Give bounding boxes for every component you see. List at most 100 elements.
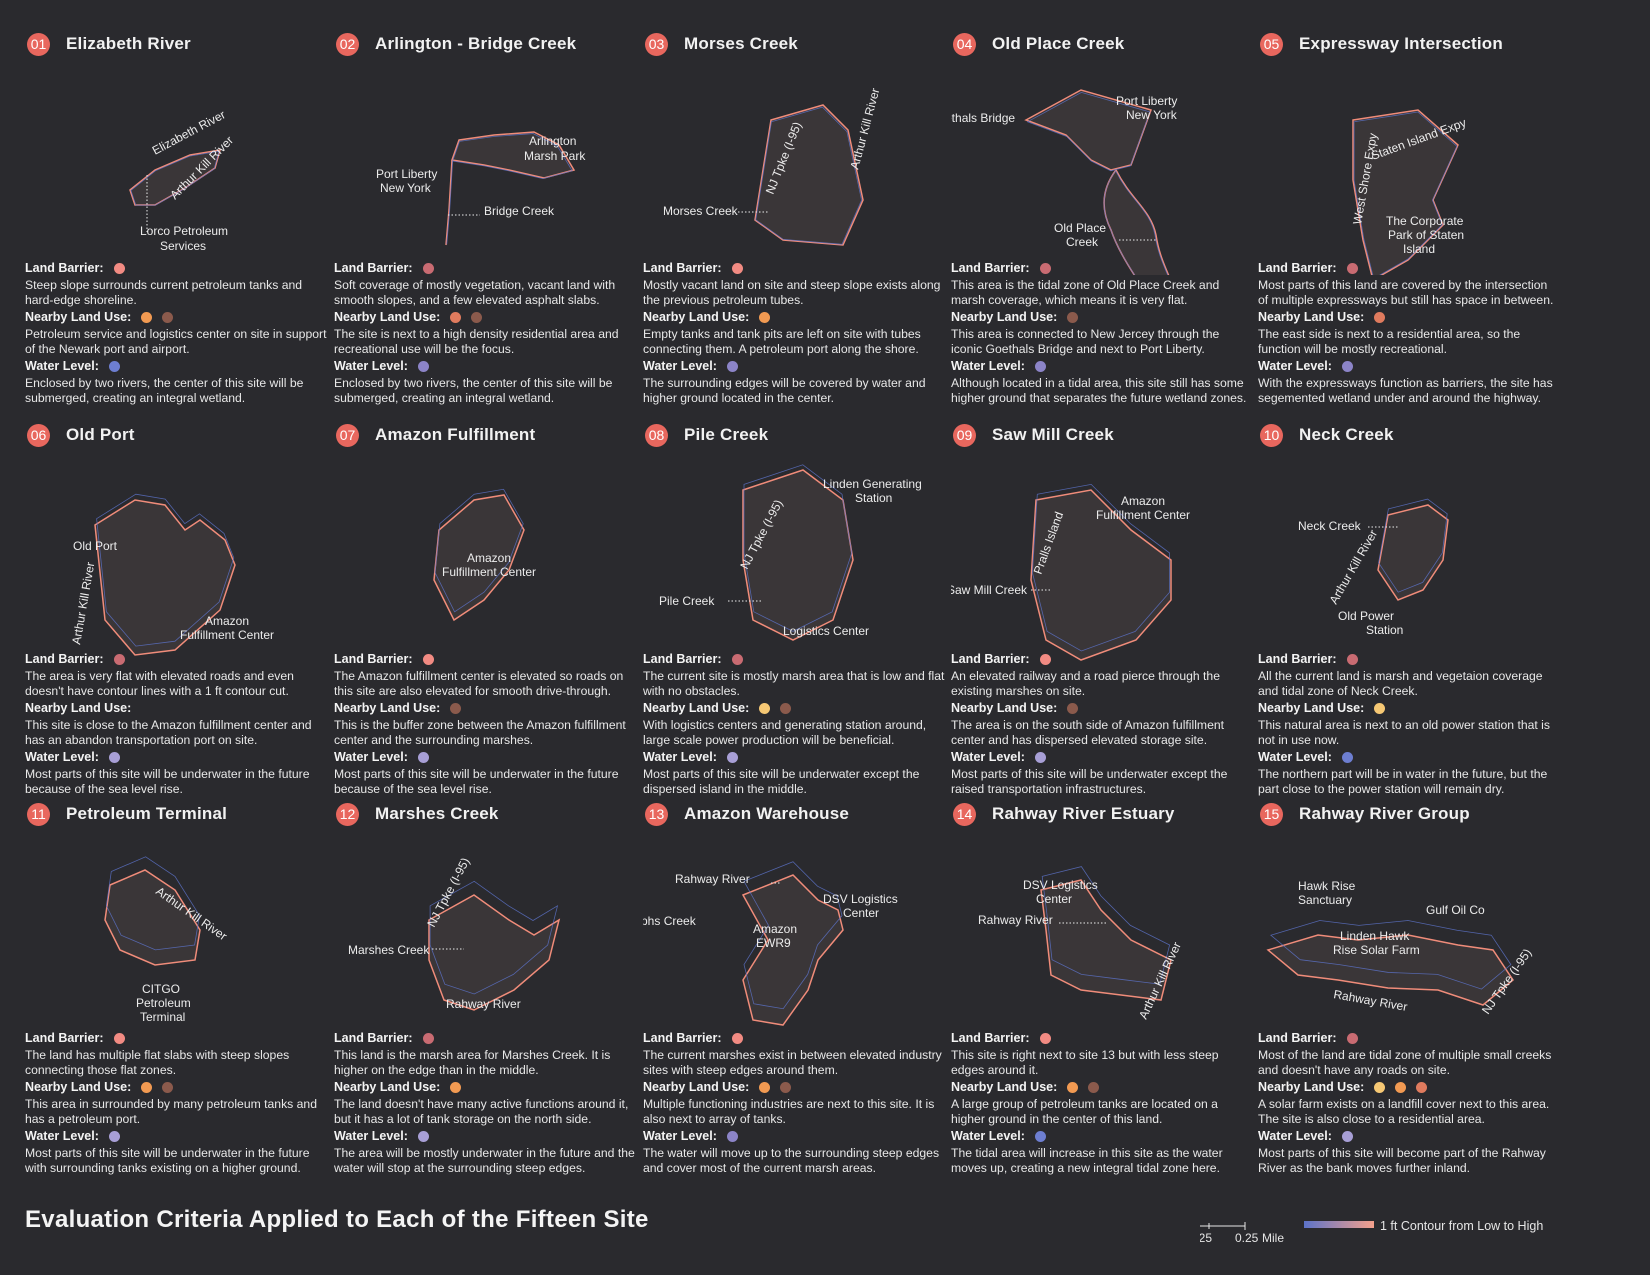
- land-barrier-label: Land Barrier:: [643, 261, 722, 276]
- land-barrier-text: All the current land is marsh and vegeta…: [1258, 669, 1543, 698]
- map-label: New York: [1126, 108, 1178, 122]
- land-barrier-dot: [113, 1033, 125, 1044]
- criteria-block: Land Barrier: The Amazon fulfillment cent…: [334, 651, 636, 798]
- water-level-heading: Water Level:: [1258, 358, 1560, 375]
- water-level-text: Enclosed by two rivers, the center of th…: [334, 376, 613, 405]
- site-number-badge: 02: [336, 32, 359, 56]
- criteria-block: Land Barrier: The current marshes exist i…: [643, 1030, 945, 1177]
- nearby-land-use-text: Multiple functioning industries are next…: [643, 1097, 935, 1126]
- water-level-label: Water Level:: [951, 359, 1025, 374]
- water-level-label: Water Level:: [1258, 1129, 1332, 1144]
- site-title: Morses Creek: [684, 34, 798, 53]
- site-title: Old Place Creek: [992, 34, 1125, 53]
- land-barrier-text: The current marshes exist in between ele…: [643, 1048, 942, 1077]
- map-label: Petroleum: [136, 996, 191, 1010]
- nearby-land-use-dot: [1088, 1082, 1100, 1093]
- map-label: Old Power: [1338, 609, 1394, 623]
- water-level-dot: [1341, 1131, 1353, 1142]
- nearby-land-use-dot: [1374, 703, 1386, 714]
- water-level-label: Water Level:: [643, 1129, 717, 1144]
- map-label: Creek: [1066, 235, 1099, 249]
- nearby-land-use-label: Nearby Land Use:: [334, 1080, 441, 1095]
- map-label: Bridge Creek: [484, 204, 555, 218]
- site-number-badge: 12: [336, 802, 359, 826]
- site-card: 06 Old Port Old Port Arthur Kill River Amazo…: [25, 421, 335, 816]
- land-barrier-heading: Land Barrier:: [334, 651, 636, 668]
- map-label: The Corporate: [1386, 214, 1464, 228]
- map-label: Arthur Kill River: [1326, 527, 1380, 606]
- site-card: 12 Marshes Creek NJ Tpke (I-95) Marshes Cre…: [334, 800, 644, 1195]
- scale-unit: Mile: [1262, 1231, 1284, 1245]
- site-boundary: [1352, 109, 1459, 275]
- land-barrier-label: Land Barrier:: [334, 652, 413, 667]
- site-title: Rahway River Estuary: [992, 804, 1175, 823]
- contour-lines: [1026, 91, 1169, 275]
- site-title: Amazon Fulfillment: [375, 425, 536, 444]
- nearby-land-use-label: Nearby Land Use:: [334, 701, 441, 716]
- water-level-dot: [417, 1131, 429, 1142]
- water-level-label: Water Level:: [643, 750, 717, 765]
- map-label: Fulfillment Center: [180, 628, 274, 642]
- map-legend: N 0 0.125 0.25 Mile 1 ft Contour from Lo…: [1145, 1218, 1620, 1248]
- nearby-land-use-heading: Nearby Land Use:: [334, 700, 636, 717]
- land-barrier-dot: [113, 654, 125, 665]
- site-title: Rahway River Group: [1299, 804, 1470, 823]
- nearby-land-use-heading: Nearby Land Use:: [25, 309, 327, 326]
- map-label: Old Port: [73, 539, 118, 553]
- land-barrier-heading: Land Barrier:: [951, 1030, 1253, 1047]
- water-level-text: Most parts of this site will be underwat…: [25, 767, 310, 796]
- contour-lines: [1378, 498, 1448, 593]
- criteria-block: Land Barrier: The current site is mostly …: [643, 651, 945, 798]
- water-level-label: Water Level:: [951, 750, 1025, 765]
- map-label: Services: [160, 239, 206, 253]
- water-level-dot: [1034, 361, 1046, 372]
- site-title: Neck Creek: [1299, 425, 1394, 444]
- map-label: Goethals Bridge: [951, 111, 1015, 125]
- water-level-label: Water Level:: [334, 1129, 408, 1144]
- scale-tick-2: 0.25: [1235, 1231, 1259, 1245]
- water-level-heading: Water Level:: [25, 1128, 327, 1145]
- site-card: 14 Rahway River Estuary DSV Logistics Cente…: [951, 800, 1261, 1195]
- water-level-heading: Water Level:: [334, 1128, 636, 1145]
- land-barrier-heading: Land Barrier:: [951, 260, 1253, 277]
- nearby-land-use-label: Nearby Land Use:: [1258, 1080, 1365, 1095]
- nearby-land-use-text: This site is close to the Amazon fulfill…: [25, 718, 312, 747]
- land-barrier-heading: Land Barrier:: [1258, 1030, 1560, 1047]
- map-label: EWR9: [756, 936, 791, 950]
- land-barrier-dot: [1346, 654, 1358, 665]
- contour-lines: [1353, 111, 1458, 275]
- map-label: DSV Logistics: [823, 892, 898, 906]
- site-title: Old Port: [66, 425, 135, 444]
- land-barrier-label: Land Barrier:: [334, 1031, 413, 1046]
- map-label: Station: [855, 491, 892, 505]
- water-level-heading: Water Level:: [334, 358, 636, 375]
- page-title: Evaluation Criteria Applied to Each of t…: [25, 1206, 649, 1233]
- contour-lines: [1032, 483, 1170, 652]
- land-barrier-heading: Land Barrier:: [643, 260, 945, 277]
- map-group: Old Port Arthur Kill River AmazonFulfillme…: [69, 493, 274, 656]
- site-title: Arlington - Bridge Creek: [375, 34, 577, 53]
- nearby-land-use-label: Nearby Land Use:: [25, 701, 132, 716]
- site-number-badge: 03: [645, 32, 668, 56]
- site-header: 08 Pile Creek: [643, 421, 768, 449]
- site-title: Elizabeth River: [66, 34, 191, 53]
- water-level-text: Most parts of this site will be underwat…: [25, 1146, 310, 1175]
- nearby-land-use-label: Nearby Land Use:: [334, 310, 441, 325]
- land-barrier-heading: Land Barrier:: [334, 260, 636, 277]
- nearby-land-use-text: This area is connected to New Jercey thr…: [951, 327, 1220, 356]
- site-number-badge: 09: [953, 423, 976, 447]
- land-barrier-text: This land is the marsh area for Marshes …: [334, 1048, 611, 1077]
- map-label: Marsh Park: [524, 149, 586, 163]
- map-label: Amazon: [753, 922, 797, 936]
- site-boundary: [1377, 504, 1449, 601]
- nearby-land-use-text: With logistics centers and generating st…: [643, 718, 927, 747]
